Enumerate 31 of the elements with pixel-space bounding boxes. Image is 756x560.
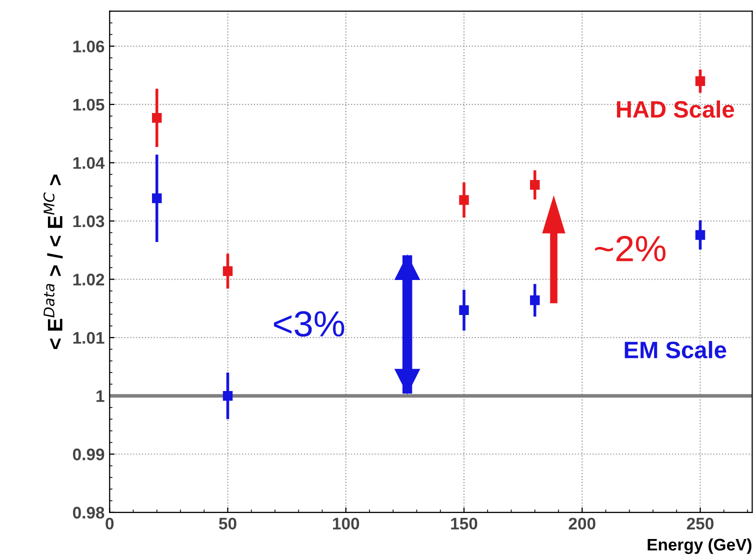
point: [222, 390, 233, 401]
x-tick-label: 250: [686, 518, 714, 530]
text: EM Scale: [624, 341, 726, 358]
point: [459, 195, 469, 205]
y-tick-label: 0.98: [72, 506, 104, 519]
point: [152, 112, 162, 123]
point: [530, 180, 540, 190]
y-axis-title: < E$^{Data}$ > / < E$^{MC}$ >: [43, 174, 63, 350]
y-tick-label: 1.06: [73, 40, 104, 52]
x-tick-label: 100: [333, 518, 360, 530]
x-tick-label: 200: [568, 518, 596, 530]
point: [695, 76, 706, 86]
x-tick-label: 150: [451, 518, 478, 530]
point: [152, 193, 162, 204]
point: [459, 305, 469, 316]
point: [222, 266, 233, 276]
y-tick-label: 1.01: [73, 332, 104, 344]
annotation: ~2%: [595, 236, 666, 262]
point: [695, 230, 706, 240]
annotation: <3%: [274, 311, 344, 337]
point: [530, 295, 540, 306]
y-tick-label: 1.02: [73, 274, 104, 286]
y-tick-label: 1.03: [73, 215, 104, 228]
x-tick-label: 50: [218, 518, 236, 530]
y-tick-label: 1: [96, 390, 104, 402]
x-axis-title: Energy (GeV): [648, 538, 752, 554]
y-tick-label: 1.05: [73, 98, 104, 111]
series-label: HAD Scale: [616, 100, 734, 118]
y-tick-label: 1.04: [73, 157, 105, 169]
y-tick-label: 0.99: [72, 448, 104, 460]
x-tick-label: 0: [106, 518, 114, 530]
